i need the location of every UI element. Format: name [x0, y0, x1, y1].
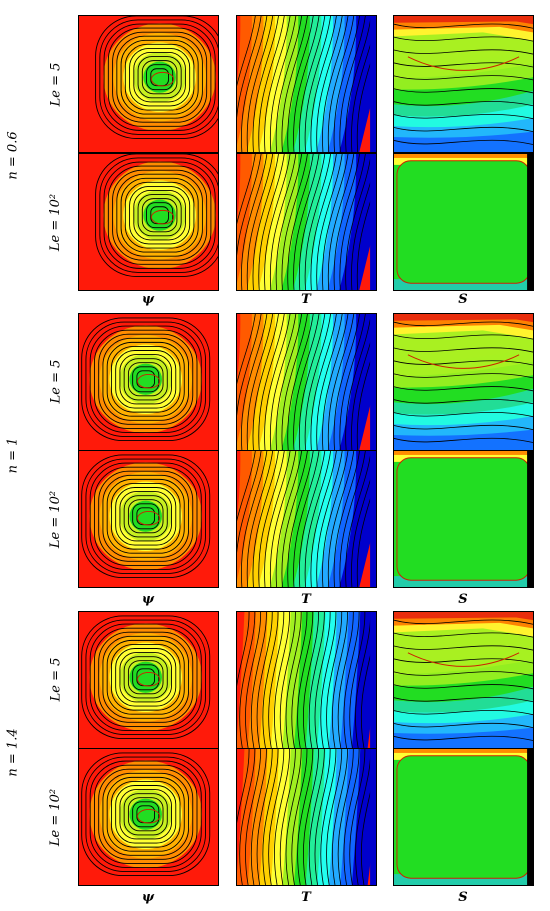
- contour-plot-g1-r0-s: [394, 314, 533, 450]
- contour-plot-g1-r0-psi: [79, 314, 218, 450]
- contour-plot-g0-r0-t: [237, 16, 376, 152]
- row-label-g2-le100: Le = 10²: [48, 788, 64, 846]
- contour-plot-g2-r1-s: [394, 749, 533, 885]
- contour-plot-g2-r1-psi: [79, 749, 218, 885]
- contour-plot-g1-r0-t: [237, 314, 376, 450]
- row-label-g0-le5: Le = 5: [48, 62, 64, 106]
- contour-panel-g0-r0-s: [393, 15, 534, 153]
- col-label-g0-s: S: [458, 292, 468, 307]
- col-label-g1-psi: ψ: [141, 592, 155, 607]
- contour-panel-g1-r0-s: [393, 313, 534, 451]
- contour-plot-g0-r0-psi: [79, 16, 218, 152]
- contour-plot-g0-r1-t: [237, 154, 376, 290]
- contour-panel-g2-r0-t: [236, 611, 377, 749]
- col-label-g1-s: S: [458, 592, 468, 607]
- contour-panel-g0-r1-t: [236, 153, 377, 291]
- contour-plot-g2-r0-s: [394, 612, 533, 748]
- contour-plot-g1-r1-s: [394, 451, 533, 587]
- contour-panel-g1-r0-psi: [78, 313, 219, 451]
- contour-panel-g2-r1-s: [393, 748, 534, 886]
- col-label-g0-psi: ψ: [141, 292, 155, 307]
- contour-plot-g1-r1-psi: [79, 451, 218, 587]
- row-label-g0-le100: Le = 10²: [48, 193, 64, 251]
- contour-panel-g1-r1-s: [393, 450, 534, 588]
- contour-panel-g0-r0-psi: [78, 15, 219, 153]
- col-label-g2-t: T: [301, 890, 311, 905]
- contour-plot-g0-r0-s: [394, 16, 533, 152]
- contour-panel-g1-r1-psi: [78, 450, 219, 588]
- contour-panel-g0-r1-psi: [78, 153, 219, 291]
- contour-plot-g0-r1-psi: [79, 154, 218, 290]
- col-label-g2-s: S: [458, 890, 468, 905]
- contour-plot-g2-r0-psi: [79, 612, 218, 748]
- contour-panel-g2-r0-s: [393, 611, 534, 749]
- contour-panel-g2-r1-t: [236, 748, 377, 886]
- contour-plot-g1-r1-t: [237, 451, 376, 587]
- group-label-n06: n = 0.6: [5, 130, 21, 180]
- contour-plot-g2-r1-t: [237, 749, 376, 885]
- group-label-n14: n = 1.4: [5, 728, 21, 777]
- contour-panel-g2-r1-psi: [78, 748, 219, 886]
- col-label-g0-t: T: [301, 292, 311, 307]
- contour-panel-g1-r1-t: [236, 450, 377, 588]
- contour-panel-g1-r0-t: [236, 313, 377, 451]
- row-label-g2-le5: Le = 5: [48, 657, 64, 702]
- contour-plot-g2-r0-t: [237, 612, 376, 748]
- contour-plot-g0-r1-s: [394, 154, 533, 290]
- contour-panel-g2-r0-psi: [78, 611, 219, 749]
- row-label-g1-le100: Le = 10²: [48, 490, 64, 548]
- contour-panel-g0-r0-t: [236, 15, 377, 153]
- col-label-g2-psi: ψ: [141, 890, 155, 905]
- col-label-g1-t: T: [301, 592, 311, 607]
- row-label-g1-le5: Le = 5: [48, 359, 64, 404]
- group-label-n1: n = 1: [5, 437, 21, 473]
- contour-panel-g0-r1-s: [393, 153, 534, 291]
